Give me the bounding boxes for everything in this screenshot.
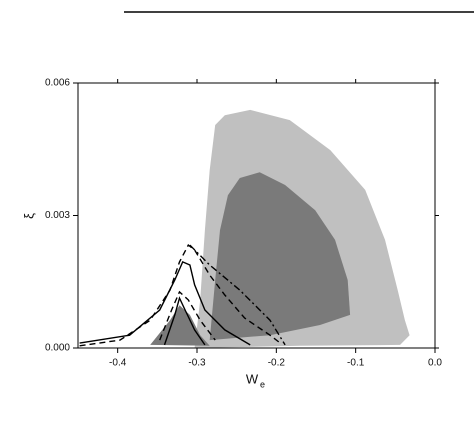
contour-line	[163, 296, 206, 346]
x-axis-label-subscript: e	[260, 379, 265, 389]
x-tick-label: 0.0	[428, 358, 442, 369]
y-tick-label: 0.000	[45, 343, 70, 354]
x-axis-label: W	[246, 371, 259, 386]
contour-line	[159, 290, 216, 341]
contour-region	[209, 172, 351, 341]
contour-region	[150, 305, 210, 346]
x-tick-label: -0.3	[188, 358, 206, 369]
x-tick-label: -0.2	[268, 358, 286, 369]
contour-line	[189, 244, 286, 346]
contour-line	[79, 260, 251, 346]
y-tick-label: 0.003	[45, 210, 70, 221]
x-tick-label: -0.1	[347, 358, 365, 369]
y-axis-label: ξ	[21, 213, 36, 219]
y-tick-label: 0.006	[45, 78, 70, 89]
x-tick-label: -0.4	[109, 358, 127, 369]
